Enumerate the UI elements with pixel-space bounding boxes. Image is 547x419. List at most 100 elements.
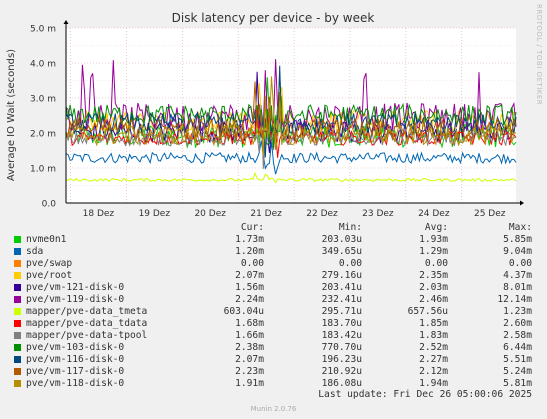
- legend-avg: 2.35m: [419, 270, 448, 281]
- legend-min: 295.71u: [321, 306, 362, 317]
- legend-swatch: [14, 380, 21, 387]
- legend-header-min: Min:: [338, 222, 362, 233]
- legend-cur: 2.23m: [235, 366, 264, 377]
- y-axis-arrow: [63, 20, 69, 24]
- legend-avg: 1.94m: [419, 378, 448, 389]
- legend-max: 5.24m: [503, 366, 532, 377]
- legend-avg: 2.27m: [419, 354, 448, 365]
- y-tick-label: 5.0 m: [30, 25, 56, 35]
- y-axis-label: Average IO Wait (seconds): [6, 49, 17, 181]
- legend-series-name: pve/vm-117-disk-0: [26, 366, 125, 377]
- legend-cur: 2.07m: [235, 270, 264, 281]
- legend-max: 12.14m: [497, 294, 532, 305]
- legend-cur: 1.91m: [235, 378, 264, 389]
- legend-min: 183.42u: [321, 330, 362, 341]
- x-tick-label: 24 Dez: [418, 209, 450, 219]
- legend-swatch: [14, 356, 21, 363]
- series-line: [65, 59, 517, 132]
- legend-cur: 2.07m: [235, 354, 264, 365]
- legend-cur: 2.38m: [235, 342, 264, 353]
- series-line: [65, 171, 517, 184]
- y-tick-label: 2.0 m: [30, 130, 56, 140]
- legend-swatch: [14, 284, 21, 291]
- legend-max: 1.23m: [503, 306, 532, 317]
- x-tick-label: 18 Dez: [83, 209, 115, 219]
- legend-swatch: [14, 332, 21, 339]
- legend-avg: 2.46m: [419, 294, 448, 305]
- legend-cur: 603.04u: [223, 306, 264, 317]
- legend-min: 210.92u: [321, 366, 362, 377]
- legend-series-name: sda: [26, 246, 44, 257]
- legend-cur: 1.20m: [235, 246, 264, 257]
- legend-min: 203.03u: [321, 234, 362, 245]
- series-line: [65, 104, 517, 169]
- legend-max: 8.01m: [503, 282, 532, 293]
- legend-max: 5.81m: [503, 378, 532, 389]
- legend-max: 5.51m: [503, 354, 532, 365]
- legend-series-name: pve/root: [26, 270, 73, 281]
- rrdtool-credit: RRDTOOL / TOBI OETIKER: [535, 4, 543, 106]
- series-line: [65, 140, 517, 175]
- munin-version: Munin 2.0.76: [250, 405, 297, 413]
- legend-swatch: [14, 320, 21, 327]
- legend-header-max: Max:: [508, 222, 532, 233]
- legend-avg: 1.85m: [419, 318, 448, 329]
- legend-min: 349.65u: [321, 246, 362, 257]
- legend-series-name: mapper/pve-data_tmeta: [26, 306, 148, 317]
- legend-series-name: mapper/pve-data_tdata: [26, 318, 148, 329]
- legend-swatch: [14, 236, 21, 243]
- series-line: [65, 76, 517, 154]
- legend-swatch: [14, 308, 21, 315]
- legend-avg: 2.03m: [419, 282, 448, 293]
- legend-header-avg: Avg:: [424, 222, 448, 233]
- legend-min: 770.70u: [321, 342, 362, 353]
- legend-avg: 0.00: [424, 258, 448, 269]
- legend-series-name: pve/vm-103-disk-0: [26, 342, 125, 353]
- legend-max: 9.04m: [503, 246, 532, 257]
- legend-max: 2.60m: [503, 318, 532, 329]
- x-tick-label: 19 Dez: [139, 209, 171, 219]
- legend-min: 203.41u: [321, 282, 362, 293]
- legend-cur: 1.68m: [235, 318, 264, 329]
- legend-min: 232.41u: [321, 294, 362, 305]
- legend-max: 5.85m: [503, 234, 532, 245]
- y-tick-label: 1.0 m: [30, 165, 56, 175]
- chart-title: Disk latency per device - by week: [172, 11, 375, 25]
- legend-swatch: [14, 248, 21, 255]
- legend-max: 6.44m: [503, 342, 532, 353]
- legend-min: 183.70u: [321, 318, 362, 329]
- x-tick-label: 20 Dez: [194, 209, 226, 219]
- y-tick-label: 0.0: [42, 200, 57, 210]
- legend-swatch: [14, 260, 21, 267]
- legend-min: 196.23u: [321, 354, 362, 365]
- legend-swatch: [14, 272, 21, 279]
- last-update: Last update: Fri Dec 26 05:00:06 2025: [318, 389, 532, 400]
- y-tick-label: 3.0 m: [30, 95, 56, 105]
- plot-area: 0.0 1.0 m 2.0 m 3.0 m 4.0 m 5.0 m 18 Dez 19 Dez…: [30, 20, 524, 219]
- legend-avg: 2.52m: [419, 342, 448, 353]
- legend-swatch: [14, 368, 21, 375]
- legend-min: 0.00: [338, 258, 362, 269]
- x-tick-label: 22 Dez: [306, 209, 338, 219]
- x-tick-label: 25 Dez: [474, 209, 506, 219]
- legend-swatch: [14, 296, 21, 303]
- legend-avg: 657.56u: [407, 306, 448, 317]
- legend-series-name: pve/vm-121-disk-0: [26, 282, 125, 293]
- legend-avg: 1.29m: [419, 246, 448, 257]
- legend-series-name: mapper/pve-data-tpool: [26, 330, 148, 341]
- legend-cur: 1.56m: [235, 282, 264, 293]
- legend-series-name: pve/vm-119-disk-0: [26, 294, 125, 305]
- x-tick-label: 23 Dez: [362, 209, 394, 219]
- legend-header-cur: Cur:: [240, 222, 264, 233]
- legend-min: 279.16u: [321, 270, 362, 281]
- x-tick-label: 21 Dez: [250, 209, 282, 219]
- legend-cur: 2.24m: [235, 294, 264, 305]
- legend-series-name: pve/vm-116-disk-0: [26, 354, 125, 365]
- legend-avg: 2.12m: [419, 366, 448, 377]
- legend-series-name: pve/vm-118-disk-0: [26, 378, 125, 389]
- x-axis-arrow: [520, 200, 524, 206]
- legend-avg: 1.83m: [419, 330, 448, 341]
- legend-swatch: [14, 344, 21, 351]
- series-line: [65, 73, 517, 149]
